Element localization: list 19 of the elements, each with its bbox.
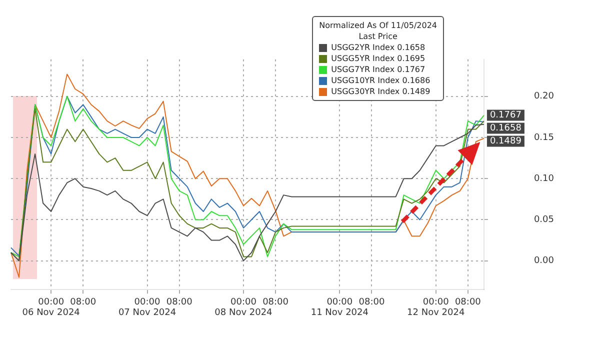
legend-label: USGG2YR Index 0.1658 bbox=[331, 42, 426, 53]
text: 0.1658 bbox=[490, 124, 522, 134]
text: 0.1489 bbox=[490, 136, 522, 147]
text: 0.1767 bbox=[490, 110, 522, 121]
legend-label: USGG30YR Index 0.1489 bbox=[331, 86, 430, 97]
legend-title: Normalized As Of 11/05/2024 Last Price bbox=[319, 20, 437, 42]
y-tick-label: 0.10 bbox=[534, 174, 554, 184]
x-tick-label: 08:00 bbox=[454, 297, 482, 308]
legend-label: USGG5YR Index 0.1695 bbox=[331, 53, 426, 64]
legend-label: USGG7YR Index 0.1767 bbox=[331, 64, 426, 75]
y-tick-label: 0.00 bbox=[534, 256, 554, 266]
legend-label: USGG10YR Index 0.1686 bbox=[331, 75, 430, 86]
x-tick-label: 08:00 bbox=[166, 297, 193, 308]
x-tick-label: 08:00 bbox=[70, 297, 96, 308]
y-tick-label: 0.05 bbox=[534, 215, 554, 226]
y-tick-label: 0.15 bbox=[534, 132, 554, 143]
x-tick-label: 08:00 bbox=[262, 297, 289, 308]
y-tick-label: 0.20 bbox=[534, 92, 554, 102]
x-tick-label: 08:00 bbox=[358, 297, 385, 308]
